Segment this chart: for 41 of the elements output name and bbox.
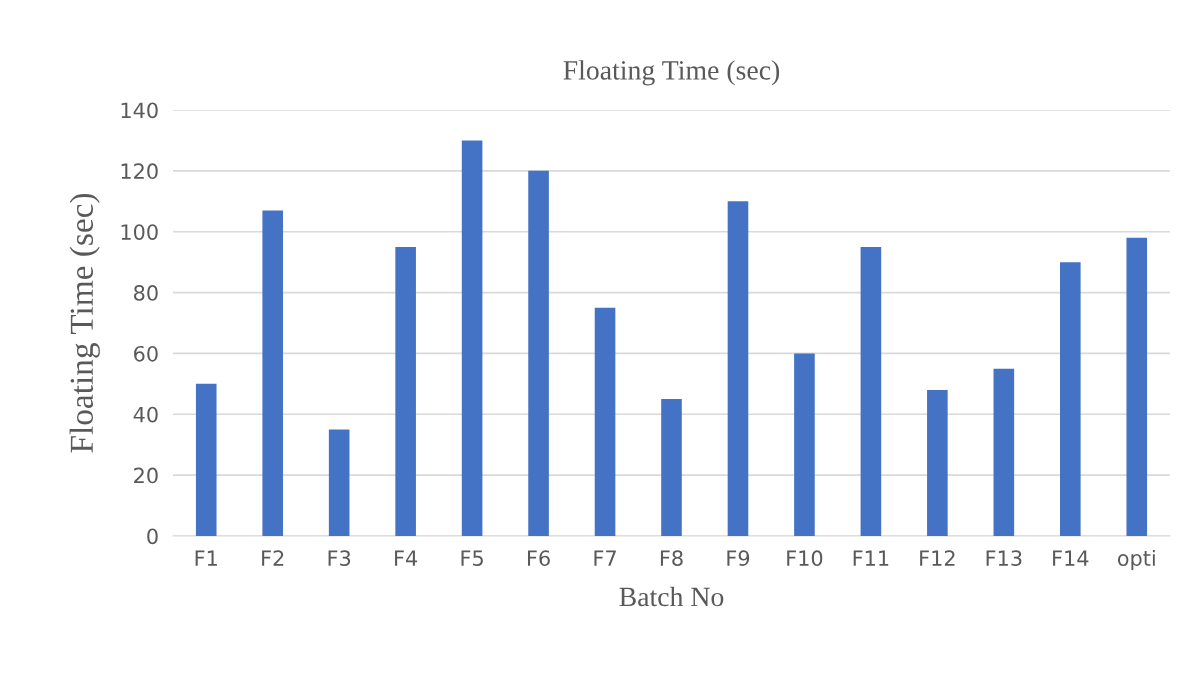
bar xyxy=(993,368,1015,536)
x-tick-label: F14 xyxy=(1053,550,1089,566)
x-tick-label: F7 xyxy=(594,550,616,566)
x-tick-label: F6 xyxy=(527,550,550,567)
x-tick-label: F9 xyxy=(727,550,750,567)
bar xyxy=(1126,237,1148,536)
bar xyxy=(1060,262,1081,536)
y-tick-label: 140 xyxy=(121,102,158,119)
bar xyxy=(195,383,217,536)
x-tick-label: F4 xyxy=(395,550,418,566)
y-tick-label: 0 xyxy=(147,528,158,545)
bar xyxy=(860,246,882,536)
bar xyxy=(927,389,948,536)
x-tick-label: F11 xyxy=(853,550,889,566)
x-tick-label: F10 xyxy=(787,550,823,567)
x-tick-label: F8 xyxy=(660,550,683,567)
bar xyxy=(794,353,815,536)
bar xyxy=(461,140,483,536)
chart-title: Floating Time (sec) xyxy=(563,60,780,86)
bar xyxy=(594,307,616,536)
y-tick-label: 60 xyxy=(134,345,158,362)
x-tick-label: F13 xyxy=(986,550,1022,567)
x-tick-label: F12 xyxy=(920,550,955,566)
y-tick-label: 20 xyxy=(134,467,158,484)
bar xyxy=(661,399,682,536)
x-tick-label: F2 xyxy=(262,550,284,566)
x-tick-label: F3 xyxy=(328,550,351,567)
bar xyxy=(395,246,416,536)
y-tick-label: 100 xyxy=(121,224,158,240)
bar xyxy=(727,201,749,536)
bar xyxy=(328,429,350,536)
bar xyxy=(528,170,549,536)
y-tick-label: 120 xyxy=(121,163,158,180)
y-tick-label: 40 xyxy=(133,406,158,423)
x-tick-label: F1 xyxy=(195,550,217,566)
x-tick-label: F5 xyxy=(461,550,483,567)
x-axis-title: Batch No xyxy=(619,586,724,607)
bar xyxy=(262,210,283,536)
y-axis-title: Floating Time (sec) xyxy=(69,193,100,453)
x-tick-label: opti xyxy=(1117,549,1155,571)
y-tick-label: 80 xyxy=(134,285,158,301)
